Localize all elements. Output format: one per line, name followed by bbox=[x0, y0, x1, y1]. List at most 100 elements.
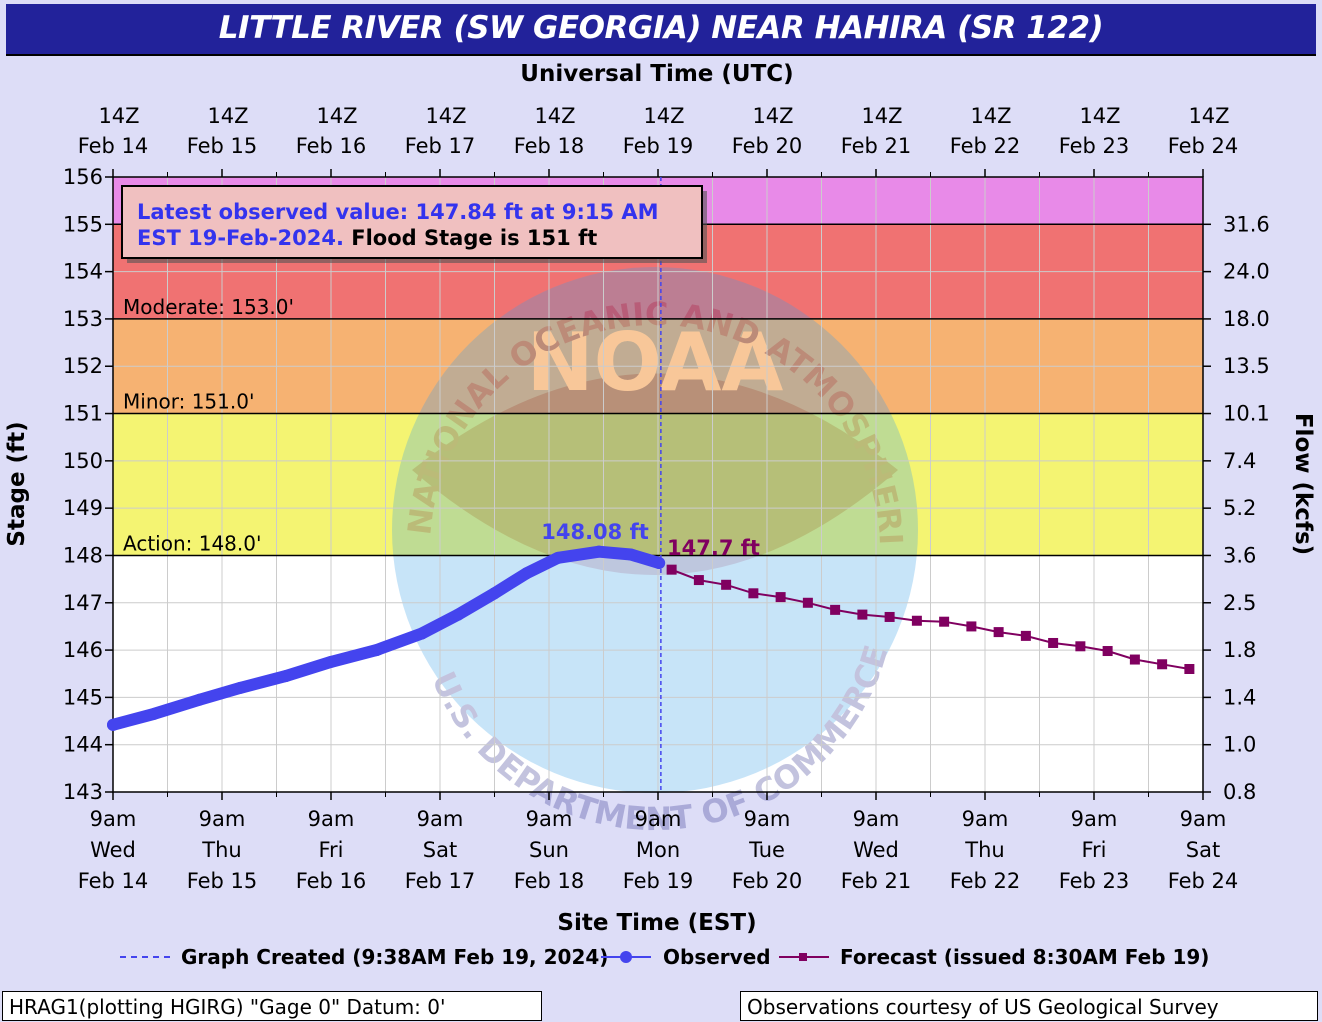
est-tick-day: Mon bbox=[636, 838, 680, 862]
est-tick-hour: 9am bbox=[526, 807, 573, 831]
utc-tick-date: Feb 20 bbox=[732, 134, 803, 158]
observed-peak-label: 148.08 ft bbox=[541, 520, 649, 544]
forecast-point bbox=[1184, 664, 1195, 674]
utc-tick-date: Feb 24 bbox=[1168, 134, 1239, 158]
latest-observed-text: Latest observed value: 147.84 ft at 9:15… bbox=[137, 200, 659, 224]
stage-tick-label: 149 bbox=[63, 496, 103, 520]
est-tick-date: Feb 20 bbox=[732, 869, 803, 893]
stage-tick-label: 150 bbox=[63, 449, 103, 473]
stage-tick-label: 154 bbox=[63, 260, 103, 284]
est-tick-day: Sun bbox=[529, 838, 569, 862]
forecast-point bbox=[666, 564, 677, 575]
utc-tick-hour: 14Z bbox=[643, 104, 684, 128]
observed-point bbox=[193, 693, 206, 706]
flow-tick-label: 1.8 bbox=[1223, 638, 1256, 662]
legend-forecast-label: Forecast (issued 8:30AM Feb 19) bbox=[840, 945, 1209, 969]
datum-footer: HRAG1(plotting HGIRG) "Gage 0" Datum: 0' bbox=[2, 991, 542, 1021]
utc-tick-hour: 14Z bbox=[861, 104, 902, 128]
utc-tick-date: Feb 14 bbox=[78, 134, 149, 158]
observed-point bbox=[624, 548, 637, 561]
stage-tick-label: 146 bbox=[63, 638, 103, 662]
utc-tick-hour: 14Z bbox=[207, 104, 248, 128]
utc-tick-hour: 14Z bbox=[1079, 104, 1120, 128]
est-tick-day: Tue bbox=[748, 838, 785, 862]
observed-point bbox=[415, 627, 428, 640]
flow-tick-label: 0.8 bbox=[1223, 780, 1256, 804]
latest-observed-time: EST 19-Feb-2024. bbox=[137, 226, 351, 250]
forecast-point bbox=[911, 615, 922, 626]
utc-tick-date: Feb 23 bbox=[1059, 134, 1130, 158]
est-tick-day: Thu bbox=[201, 838, 241, 862]
forecast-point bbox=[993, 627, 1004, 638]
utc-tick-date: Feb 17 bbox=[405, 134, 476, 158]
observed-point bbox=[653, 557, 666, 570]
utc-axis-title: Universal Time (UTC) bbox=[520, 61, 793, 87]
flow-tick-label: 5.2 bbox=[1223, 496, 1256, 520]
observed-point bbox=[520, 567, 533, 580]
flood-label-action: Action: 148.0' bbox=[123, 531, 262, 555]
forecast-point bbox=[1157, 659, 1168, 670]
utc-tick-date: Feb 15 bbox=[187, 134, 258, 158]
observed-point bbox=[452, 608, 465, 621]
est-tick-hour: 9am bbox=[1071, 807, 1118, 831]
observed-point bbox=[107, 718, 119, 731]
observed-point bbox=[234, 681, 247, 694]
est-tick-hour: 9am bbox=[635, 807, 682, 831]
flood-stage-text: Flood Stage is 151 ft bbox=[351, 226, 597, 250]
observed-point bbox=[552, 551, 565, 564]
observed-point bbox=[325, 655, 337, 668]
utc-tick-date: Feb 19 bbox=[623, 134, 694, 158]
utc-tick-date: Feb 22 bbox=[950, 134, 1021, 158]
est-tick-date: Feb 22 bbox=[950, 869, 1021, 893]
legend-observed-label: Observed bbox=[663, 945, 771, 969]
forecast-point bbox=[1048, 637, 1059, 648]
est-tick-hour: 9am bbox=[962, 807, 1009, 831]
legend-observed-marker bbox=[620, 951, 632, 963]
est-tick-day: Sat bbox=[1186, 838, 1220, 862]
watermark-bird bbox=[412, 373, 898, 575]
flow-tick-label: 3.6 bbox=[1223, 543, 1256, 567]
est-tick-day: Sat bbox=[423, 838, 457, 862]
est-tick-date: Feb 21 bbox=[841, 869, 912, 893]
stage-tick-label: 152 bbox=[63, 354, 103, 378]
flow-tick-label: 7.4 bbox=[1223, 449, 1256, 473]
forecast-point bbox=[802, 597, 813, 608]
forecast-point bbox=[939, 616, 950, 627]
utc-tick-date: Feb 21 bbox=[841, 134, 912, 158]
flood-label-moderate: Moderate: 153.0' bbox=[123, 295, 294, 319]
forecast-point bbox=[775, 592, 786, 603]
est-tick-date: Feb 16 bbox=[296, 869, 367, 893]
est-tick-day: Wed bbox=[90, 838, 136, 862]
flow-tick-label: 1.4 bbox=[1223, 685, 1256, 709]
stage-tick-label: 148 bbox=[63, 543, 103, 567]
flow-tick-label: 18.0 bbox=[1223, 307, 1270, 331]
est-tick-hour: 9am bbox=[90, 807, 137, 831]
est-tick-hour: 9am bbox=[853, 807, 900, 831]
est-tick-day: Thu bbox=[964, 838, 1004, 862]
observed-point bbox=[147, 707, 160, 720]
flow-tick-label: 10.1 bbox=[1223, 402, 1270, 426]
flow-tick-label: 13.5 bbox=[1223, 354, 1270, 378]
stage-axis-title: Stage (ft) bbox=[4, 421, 30, 546]
est-tick-day: Wed bbox=[853, 838, 899, 862]
est-tick-date: Feb 23 bbox=[1059, 869, 1130, 893]
est-tick-date: Feb 15 bbox=[187, 869, 258, 893]
forecast-point bbox=[830, 604, 841, 615]
forecast-point bbox=[966, 621, 977, 632]
flow-tick-label: 2.5 bbox=[1223, 591, 1256, 615]
stage-tick-label: 147 bbox=[63, 591, 103, 615]
est-tick-day: Fri bbox=[318, 838, 343, 862]
info-box-line2: EST 19-Feb-2024. Flood Stage is 151 ft bbox=[137, 226, 597, 250]
forecast-start-label: 147.7 ft bbox=[667, 536, 760, 560]
stage-tick-label: 145 bbox=[63, 685, 103, 709]
forecast-point bbox=[1075, 641, 1086, 652]
legend-created-label: Graph Created (9:38AM Feb 19, 2024) bbox=[181, 945, 608, 969]
est-tick-date: Feb 17 bbox=[405, 869, 476, 893]
observed-point bbox=[592, 545, 605, 558]
utc-tick-hour: 14Z bbox=[970, 104, 1011, 128]
forecast-point bbox=[1102, 646, 1113, 657]
forecast-point bbox=[857, 609, 868, 620]
utc-tick-hour: 14Z bbox=[425, 104, 466, 128]
forecast-point bbox=[1129, 654, 1140, 665]
est-tick-hour: 9am bbox=[308, 807, 355, 831]
